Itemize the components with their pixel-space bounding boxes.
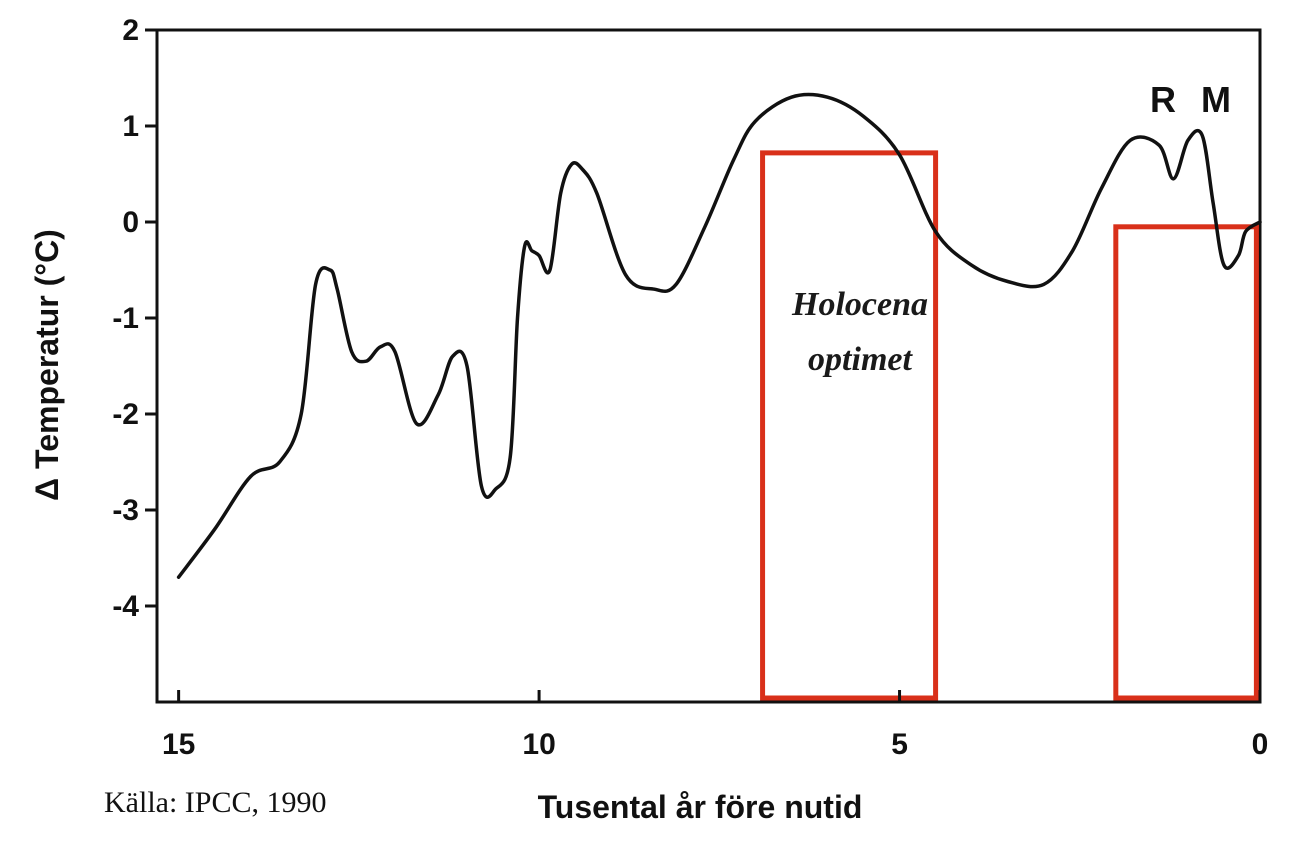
holocene-label-line2: optimet	[808, 341, 913, 378]
y-tick-label: -3	[112, 494, 139, 527]
x-axis-title: Tusental år före nutid	[538, 789, 863, 825]
temperature-series-line	[176, 92, 1262, 579]
highlight-box-2	[1113, 224, 1259, 701]
label-m: M	[1201, 79, 1231, 120]
x-tick-label: 5	[891, 728, 908, 761]
highlight-boxes	[760, 150, 1259, 701]
plot-frame	[155, 28, 1262, 704]
label-r: R	[1150, 79, 1176, 120]
y-tick-label: -4	[112, 590, 139, 623]
y-tick-label: 0	[122, 206, 139, 239]
y-tick-label: -1	[112, 302, 139, 335]
y-axis-title: Δ Temperatur (°C)	[29, 229, 65, 501]
y-axis-ticks: 2 1 0 -1 -2 -3 -4	[112, 14, 157, 623]
x-tick-label: 15	[162, 728, 195, 761]
y-tick-label: 2	[122, 14, 139, 47]
x-tick-label: 0	[1252, 728, 1269, 761]
x-tick-label: 10	[522, 728, 555, 761]
highlight-box-1	[760, 150, 939, 701]
y-tick-label: 1	[122, 110, 139, 143]
source-note: Källa: IPCC, 1990	[104, 786, 327, 819]
y-tick-label: -2	[112, 398, 139, 431]
x-axis-ticks: 15 10 5 0	[162, 690, 1268, 761]
holocene-label-line1: Holocena	[791, 286, 928, 323]
